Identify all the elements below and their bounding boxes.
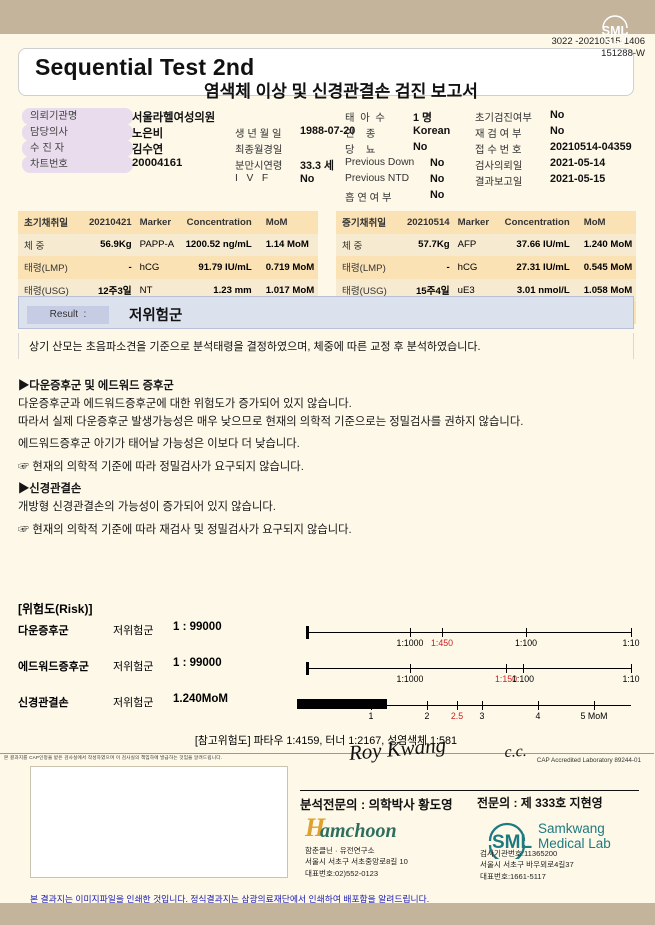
svg-text:SML: SML [602, 24, 629, 38]
svg-text:Samkwang: Samkwang [538, 821, 605, 836]
